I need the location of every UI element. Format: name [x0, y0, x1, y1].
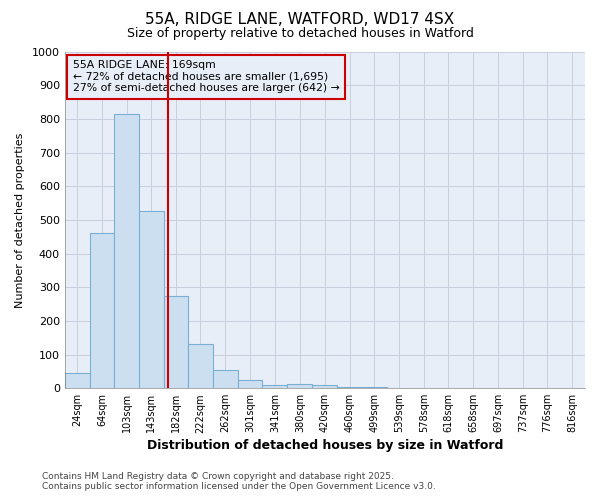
- Text: Size of property relative to detached houses in Watford: Size of property relative to detached ho…: [127, 28, 473, 40]
- Text: Contains public sector information licensed under the Open Government Licence v3: Contains public sector information licen…: [42, 482, 436, 491]
- Text: 55A RIDGE LANE: 169sqm
← 72% of detached houses are smaller (1,695)
27% of semi-: 55A RIDGE LANE: 169sqm ← 72% of detached…: [73, 60, 340, 93]
- Bar: [337, 386, 362, 388]
- Bar: [262, 385, 287, 388]
- X-axis label: Distribution of detached houses by size in Watford: Distribution of detached houses by size …: [147, 440, 503, 452]
- Bar: [362, 387, 387, 388]
- Bar: [238, 380, 262, 388]
- Bar: [287, 384, 313, 388]
- Bar: [65, 373, 90, 388]
- Text: 55A, RIDGE LANE, WATFORD, WD17 4SX: 55A, RIDGE LANE, WATFORD, WD17 4SX: [145, 12, 455, 28]
- Bar: [114, 114, 139, 388]
- Bar: [164, 296, 188, 388]
- Text: Contains HM Land Registry data © Crown copyright and database right 2025.: Contains HM Land Registry data © Crown c…: [42, 472, 394, 481]
- Bar: [313, 385, 337, 388]
- Bar: [213, 370, 238, 388]
- Bar: [90, 232, 114, 388]
- Y-axis label: Number of detached properties: Number of detached properties: [15, 132, 25, 308]
- Bar: [188, 344, 213, 388]
- Bar: [139, 212, 164, 388]
